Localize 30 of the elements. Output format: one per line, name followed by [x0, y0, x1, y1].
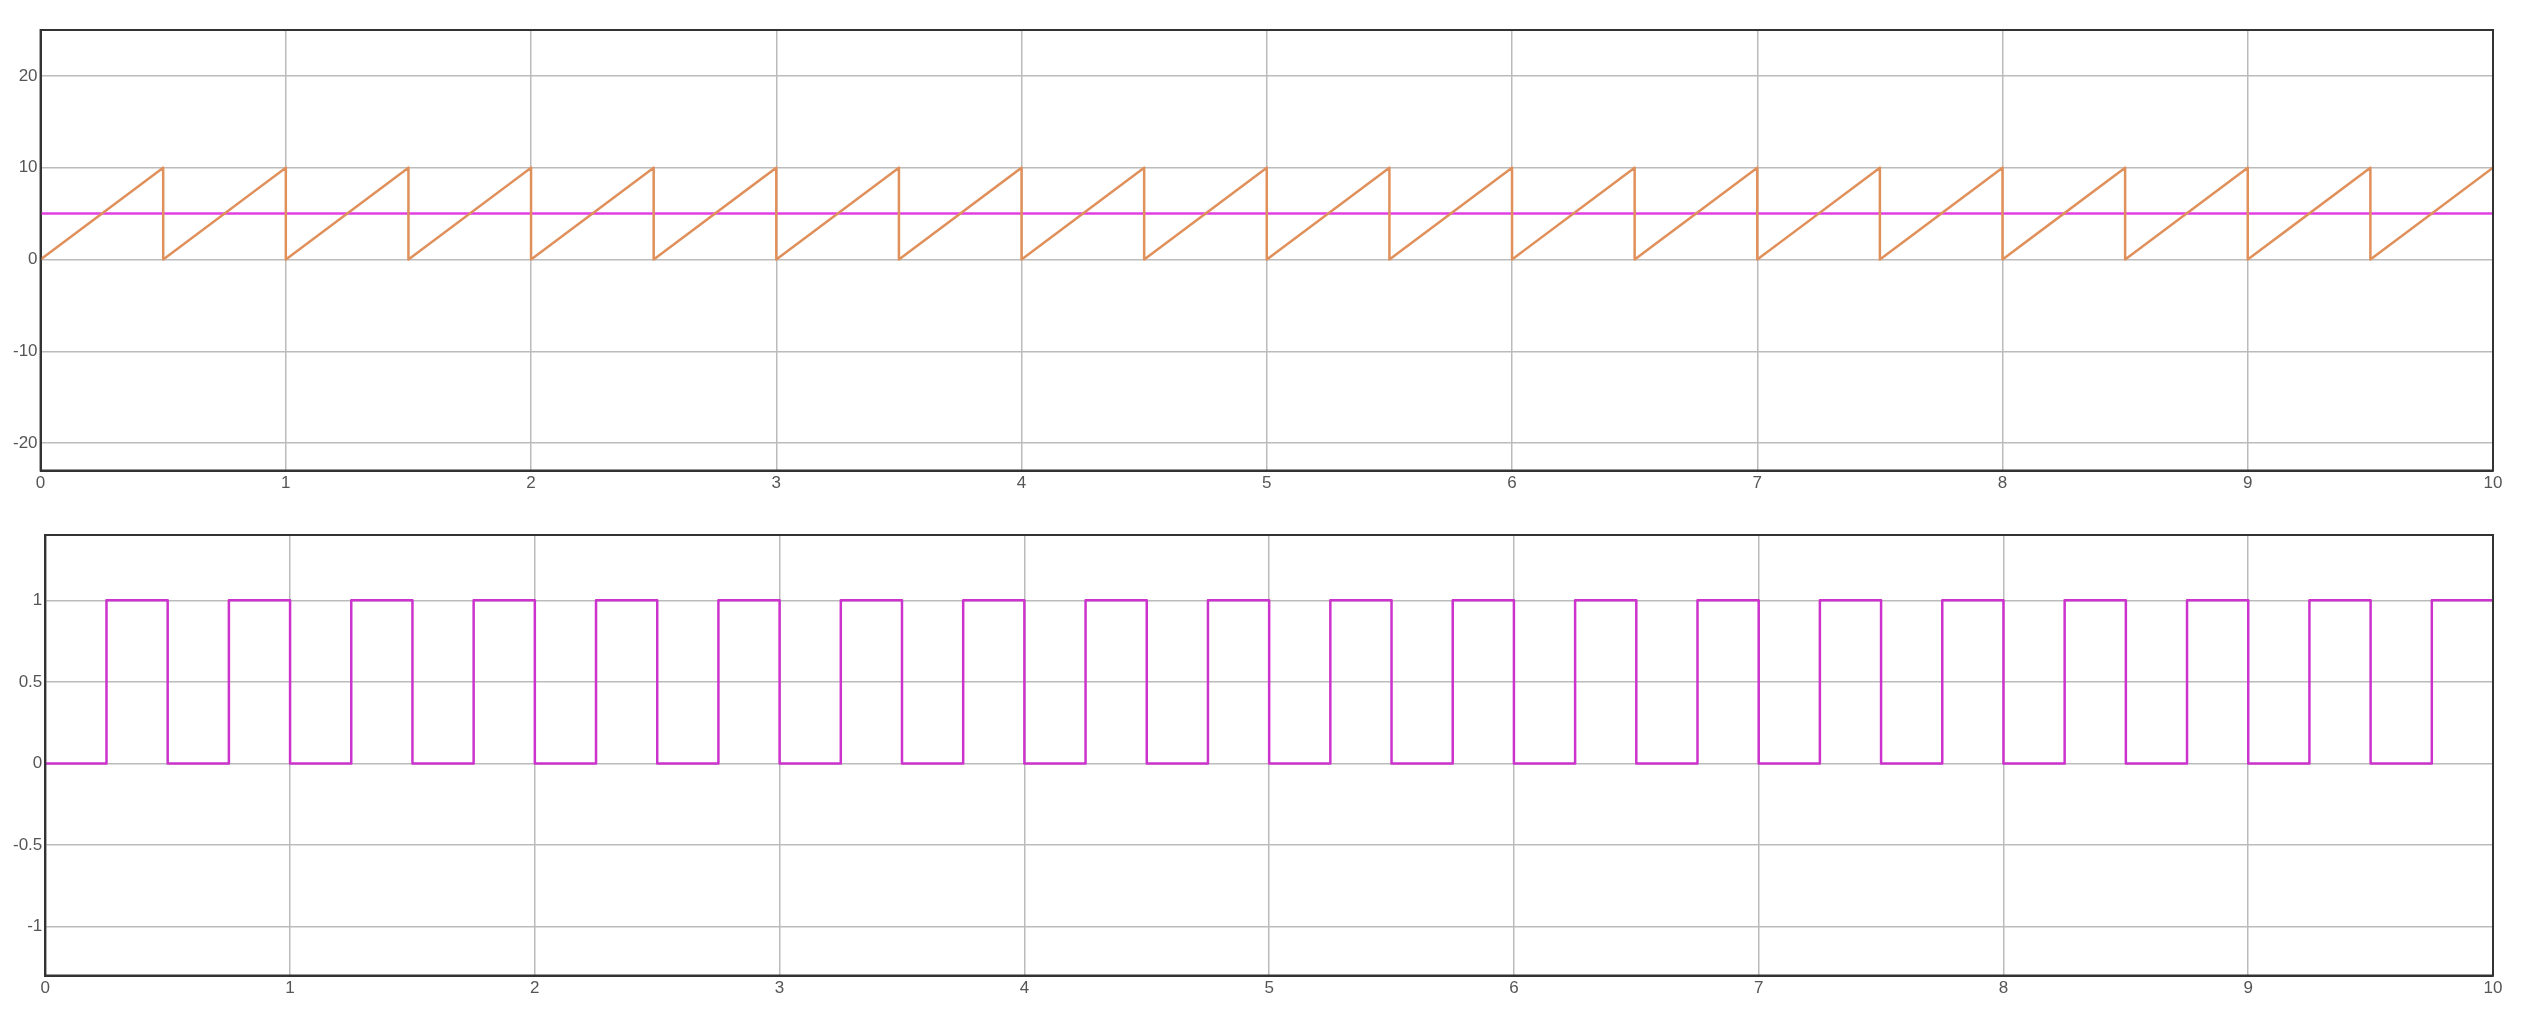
y-tick-label: 0.5	[18, 671, 43, 691]
x-tick-label: 9	[2243, 978, 2253, 998]
y-tick-label: -1	[27, 916, 43, 936]
y-tick-label: -0.5	[13, 834, 43, 854]
y-tick-label: 0	[32, 753, 43, 773]
x-tick-label: 4	[1019, 978, 1030, 998]
x-tick-label: 2	[530, 978, 540, 998]
x-tick-label: 3	[774, 978, 785, 998]
x-tick-label: 1	[281, 473, 291, 493]
x-tick-label: 8	[1998, 978, 2009, 998]
x-tick-label: 5	[1262, 473, 1272, 493]
x-tick-label: 10	[2483, 978, 2503, 998]
x-tick-label: 5	[1264, 978, 1274, 998]
x-tick-label: 4	[1016, 473, 1027, 493]
x-tick-label: 6	[1507, 473, 1517, 493]
x-tick-label: 6	[1509, 978, 1519, 998]
x-tick-label: 7	[1752, 473, 1763, 493]
x-tick-label: 9	[2243, 473, 2253, 493]
x-tick-label: 8	[1997, 473, 2008, 493]
x-tick-label: 1	[285, 978, 295, 998]
x-tick-label: 10	[2483, 473, 2503, 493]
y-tick-label: -10	[12, 340, 38, 360]
y-tick-label: 20	[18, 65, 38, 85]
x-tick-label: 3	[771, 473, 782, 493]
x-tick-label: 7	[1753, 978, 1764, 998]
y-tick-label: 10	[18, 157, 38, 177]
x-tick-label: 2	[526, 473, 536, 493]
y-tick-label: 0	[28, 249, 38, 269]
y-tick-label: 1	[32, 589, 43, 609]
y-tick-label: -20	[12, 432, 38, 452]
